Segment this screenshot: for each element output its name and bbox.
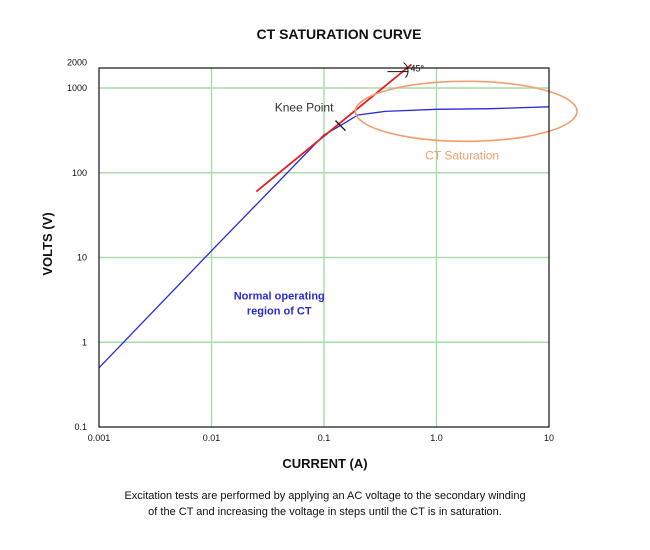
y-tick-label: 1000: [67, 83, 87, 93]
series-layer: [98, 63, 550, 369]
angle-arc: [403, 62, 409, 78]
knee-point-marker: [334, 120, 346, 132]
grid-layer: [99, 68, 549, 427]
y-axis-label: VOLTS (V): [40, 212, 55, 275]
annotation-layer: Knee Point CT Saturation 45° Normal operati…: [234, 62, 578, 317]
y-tick-label: 2000: [67, 57, 87, 67]
y-tick-label: 0.1: [74, 422, 87, 432]
knee-point-label: Knee Point: [275, 101, 334, 115]
angle-label: 45°: [410, 64, 424, 74]
chart-title: CT SATURATION CURVE: [257, 26, 422, 42]
x-tick-label: 0.001: [88, 433, 111, 443]
tick-layer: 0.001 0.01 0.1 1.0 10 0.1 1 10 100 1000 2000: [67, 57, 554, 443]
saturation-label: CT Saturation: [425, 148, 499, 162]
tangent-45-line: [255, 63, 413, 193]
saturation-ellipse: [354, 80, 578, 143]
plot-frame: [98, 67, 550, 428]
x-axis-label: CURRENT (A): [282, 456, 367, 471]
y-tick-label: 100: [72, 168, 87, 178]
x-tick-label: 10: [544, 433, 554, 443]
figure-caption: Excitation tests are performed by applyi…: [20, 488, 630, 520]
caption-line-2: of the CT and increasing the voltage in …: [148, 506, 502, 518]
x-tick-label: 1.0: [430, 433, 443, 443]
caption-line-1: Excitation tests are performed by applyi…: [124, 490, 526, 502]
excitation-curve-line: [98, 106, 550, 369]
normal-region-label-line-2: region of CT: [247, 305, 312, 317]
x-tick-label: 0.1: [318, 433, 331, 443]
normal-region-label-line-1: Normal operating: [234, 290, 325, 302]
x-tick-label: 0.01: [203, 433, 221, 443]
y-tick-label: 1: [82, 337, 87, 347]
y-tick-label: 10: [77, 253, 87, 263]
